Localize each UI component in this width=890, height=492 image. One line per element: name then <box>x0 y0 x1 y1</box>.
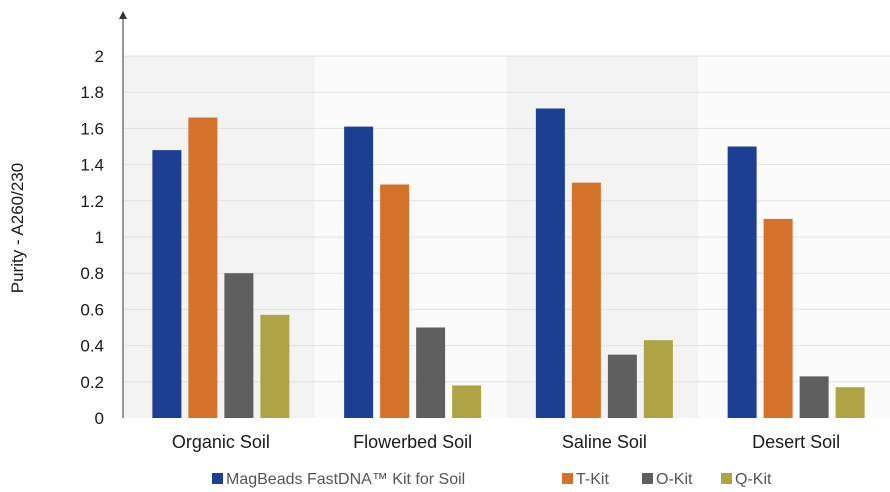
y-tick-label: 1.8 <box>80 83 104 102</box>
legend-swatch <box>642 473 653 484</box>
bar <box>224 273 254 418</box>
bar <box>643 340 673 418</box>
x-category-labels: Organic Soil Flowerbed Soil Saline Soil Des… <box>172 432 840 452</box>
bar <box>344 126 374 418</box>
y-tick-label: 1 <box>95 228 104 247</box>
y-tick-label: 0.6 <box>80 300 104 319</box>
x-category-label: Flowerbed Soil <box>353 432 472 452</box>
y-tick-label: 1.4 <box>80 156 104 175</box>
y-axis <box>119 11 127 418</box>
y-tick-label: 2 <box>95 47 104 66</box>
bar <box>188 117 218 418</box>
bar <box>152 150 182 418</box>
legend-swatch <box>212 473 223 484</box>
y-tick-labels: 0 0.2 0.4 0.6 0.8 1 1.2 1.4 1.6 1.8 2 <box>80 47 104 428</box>
bar <box>607 354 637 418</box>
y-tick-label: 0.8 <box>80 264 104 283</box>
legend-label: T-Kit <box>576 471 609 488</box>
y-tick-label: 1.2 <box>80 192 104 211</box>
y-axis-title: Purity - A260/230 <box>8 163 27 293</box>
x-category-label: Organic Soil <box>172 432 270 452</box>
bars <box>152 108 865 419</box>
y-tick-label: 0.4 <box>80 337 104 356</box>
bar <box>763 218 793 418</box>
x-category-label: Desert Soil <box>752 432 840 452</box>
bar <box>380 184 410 418</box>
bar <box>799 376 829 418</box>
y-tick-label: 0 <box>95 409 104 428</box>
y-tick-label: 0.2 <box>80 373 104 392</box>
legend-label: MagBeads FastDNA™ Kit for Soil <box>226 471 465 488</box>
bar <box>835 387 865 418</box>
legend-label: O-Kit <box>656 471 693 488</box>
gridlines <box>123 55 890 383</box>
x-category-label: Saline Soil <box>562 432 647 452</box>
bar <box>260 314 290 418</box>
bar <box>727 146 757 418</box>
bar <box>571 182 601 418</box>
legend: MagBeads FastDNA™ Kit for Soil T-Kit O-Kit… <box>212 471 772 488</box>
y-tick-label: 1.6 <box>80 119 104 138</box>
y-axis-arrow <box>119 11 127 19</box>
bar <box>535 108 565 419</box>
legend-label: Q-Kit <box>735 471 772 488</box>
legend-swatch <box>562 473 573 484</box>
bar <box>452 385 482 418</box>
legend-swatch <box>721 473 732 484</box>
bar <box>416 327 446 418</box>
